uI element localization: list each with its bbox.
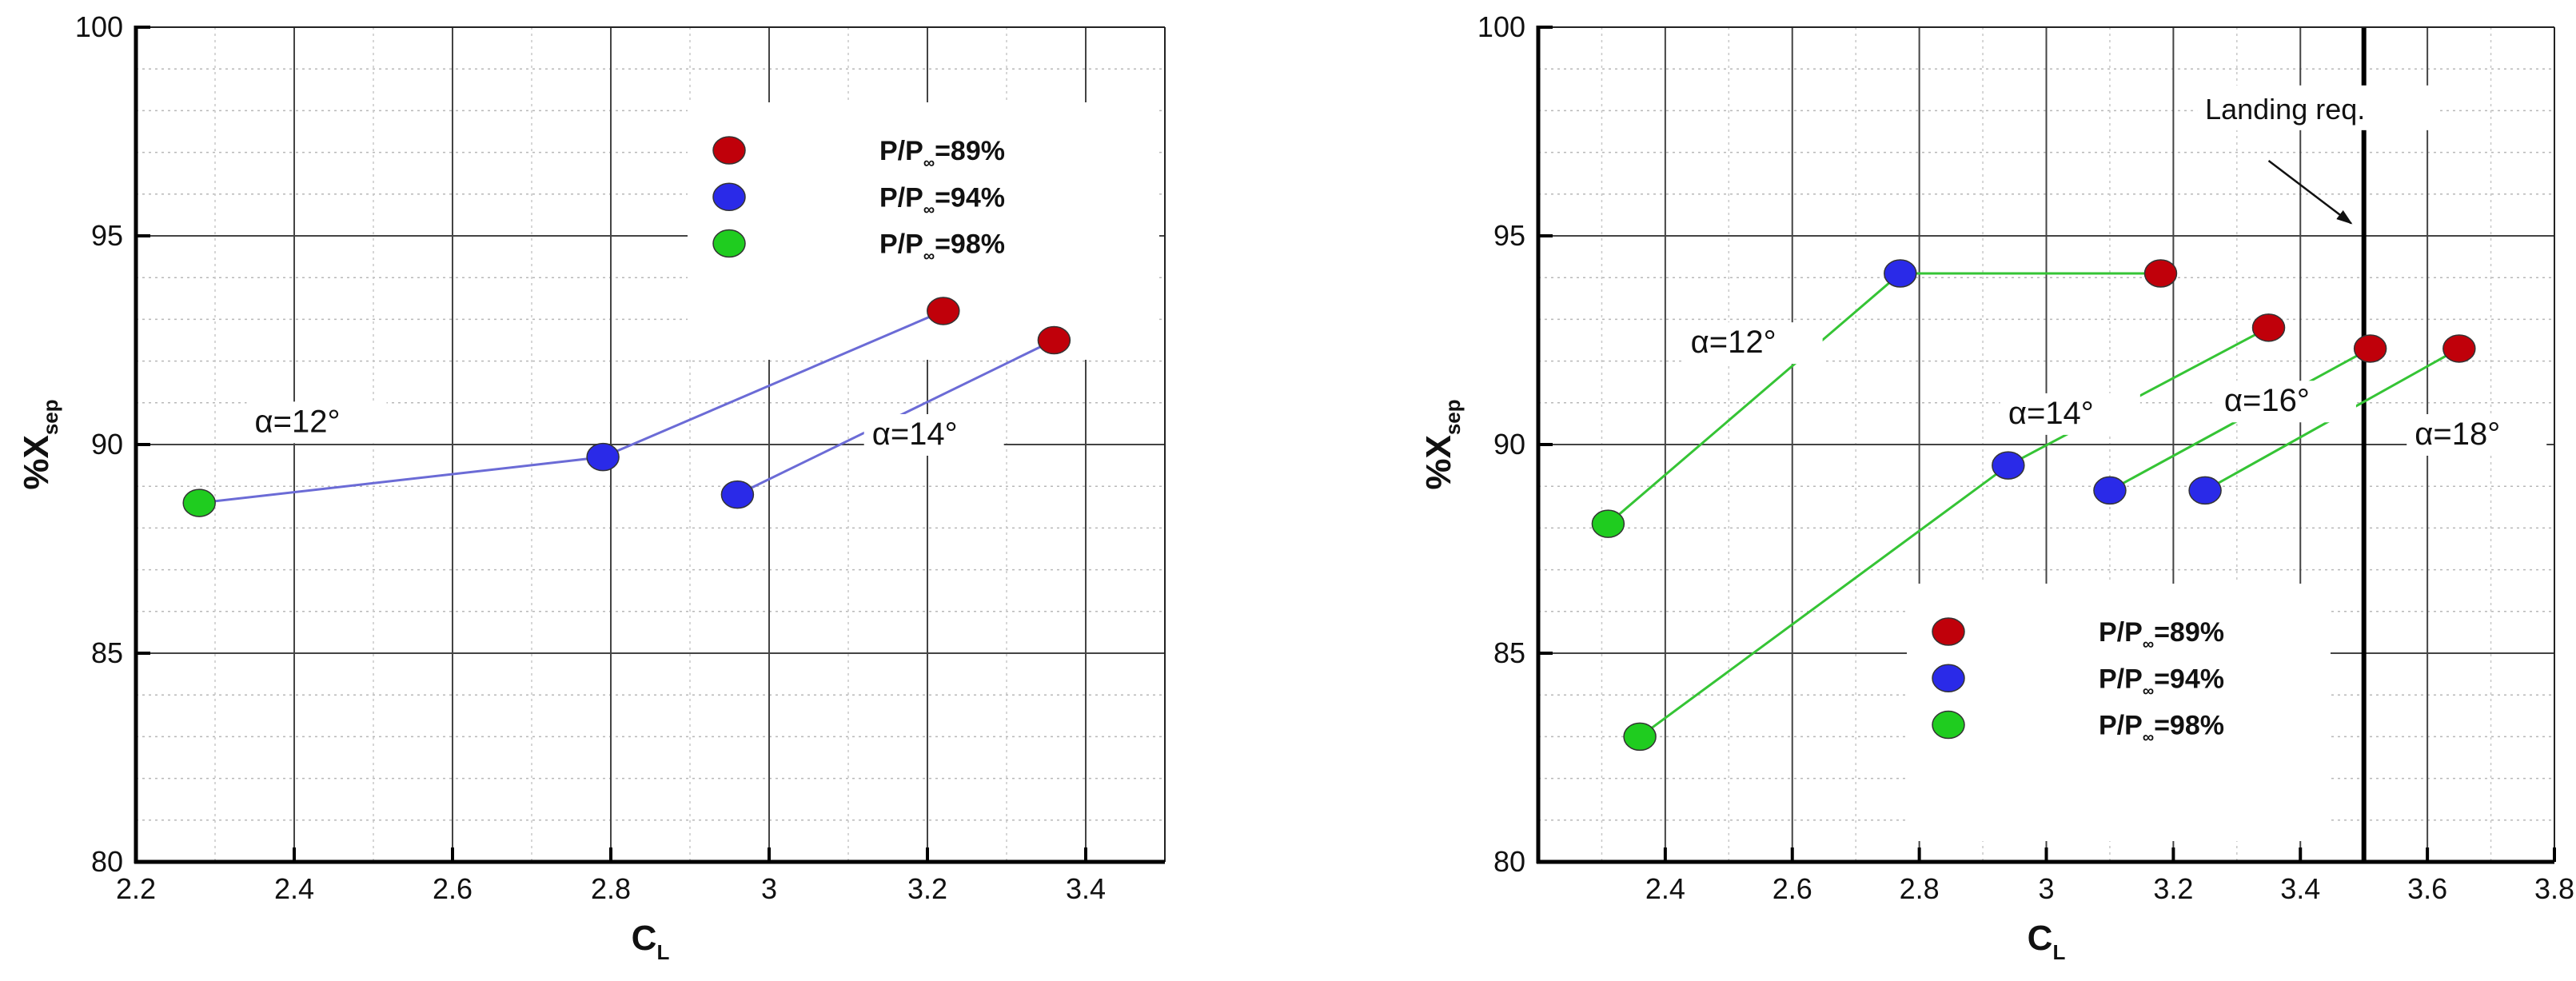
y-axis-title: %Xsep	[1419, 399, 1465, 489]
data-point	[1591, 509, 1625, 538]
legend-background	[1907, 584, 2331, 841]
landing-label-background	[2197, 85, 2438, 130]
x-tick-label: 3	[761, 872, 777, 905]
annotation-background	[2215, 381, 2356, 423]
angle-annotation: α=12°	[1691, 325, 1776, 360]
x-tick-label: 2.6	[433, 872, 473, 905]
x-tick-label: 3	[2038, 872, 2054, 905]
y-tick-label: 95	[91, 219, 123, 252]
data-point	[720, 480, 755, 509]
y-tick-label: 85	[91, 636, 123, 669]
x-tick-label: 3.4	[1066, 872, 1106, 905]
landing-requirement-arrow	[2267, 160, 2353, 225]
data-point	[1992, 451, 2025, 480]
legend-marker	[1932, 664, 1965, 693]
data-point	[586, 442, 620, 472]
data-point	[927, 297, 960, 325]
data-point	[2442, 334, 2476, 363]
x-axis-title: CL	[2028, 919, 2066, 964]
y-tick-label: 80	[91, 845, 123, 878]
left-chart: P/P∞=89% P/P∞=94% P/P∞=98% α=12° α=14° 80 85 90…	[17, 10, 1166, 964]
x-tick-label: 2.6	[1772, 872, 1812, 905]
angle-annotation: α=18°	[2415, 417, 2500, 452]
legend-label: P/P∞=89%	[2099, 617, 2224, 653]
x-tick-label: 2.4	[1645, 872, 1685, 905]
x-tick-label: 2.8	[591, 872, 631, 905]
y-tick-label: 100	[1477, 10, 1525, 43]
data-point	[2143, 259, 2178, 288]
y-tick-label: 90	[1493, 428, 1525, 461]
y-tick-label: 95	[1493, 219, 1525, 252]
angle-annotation: α=12°	[255, 404, 341, 439]
y-axis-title: %Xsep	[17, 399, 62, 489]
x-tick-label: 2.8	[1900, 872, 1940, 905]
y-tick-label: 100	[75, 10, 123, 43]
data-point	[2093, 476, 2127, 505]
data-point	[1037, 325, 1071, 355]
legend-label: P/P∞=98%	[879, 229, 1005, 265]
legend-label: P/P∞=94%	[879, 182, 1005, 218]
legend-label: P/P∞=94%	[2099, 664, 2224, 700]
x-axis-title: CL	[632, 919, 670, 964]
legend-marker	[1932, 617, 1965, 646]
annotation-background	[246, 401, 387, 444]
legend-marker	[712, 182, 746, 212]
landing-requirement-label: Landing req.	[2205, 93, 2365, 126]
x-tick-label: 3.2	[907, 872, 947, 905]
annotation-background	[1682, 322, 1823, 365]
data-point	[2353, 334, 2387, 363]
x-tick-label: 3.2	[2153, 872, 2193, 905]
legend-marker	[712, 229, 746, 258]
x-tick-label: 2.4	[274, 872, 314, 905]
angle-annotation: α=14°	[872, 417, 958, 452]
right-chart: P/P∞=89% P/P∞=94% P/P∞=98% Landing req. α=12…	[1419, 10, 2574, 964]
annotation-background	[863, 414, 1004, 456]
data-point	[1884, 259, 1917, 288]
y-tick-label: 85	[1493, 636, 1525, 669]
legend-label: P/P∞=98%	[2099, 711, 2224, 747]
legend-background	[688, 102, 1159, 360]
legend-label: P/P∞=89%	[879, 136, 1005, 172]
y-tick-label: 80	[1493, 845, 1525, 878]
data-point	[182, 489, 216, 517]
legend: P/P∞=89% P/P∞=94% P/P∞=98%	[1907, 584, 2331, 841]
annotation-background	[2000, 393, 2140, 435]
angle-annotation: α=16°	[2224, 383, 2310, 418]
data-point	[2251, 313, 2286, 342]
data-point	[1623, 722, 1657, 752]
y-tick-label: 90	[91, 428, 123, 461]
data-point	[2188, 476, 2222, 505]
x-tick-label: 3.6	[2407, 872, 2447, 905]
legend-marker	[712, 136, 746, 165]
x-tick-label: 3.4	[2280, 872, 2320, 905]
legend-marker	[1932, 710, 1965, 740]
x-tick-label: 2.2	[116, 872, 156, 905]
annotation-background	[2407, 414, 2547, 456]
angle-annotation: α=14°	[2008, 396, 2094, 431]
legend: P/P∞=89% P/P∞=94% P/P∞=98%	[688, 102, 1159, 360]
x-tick-label: 3.8	[2534, 872, 2574, 905]
